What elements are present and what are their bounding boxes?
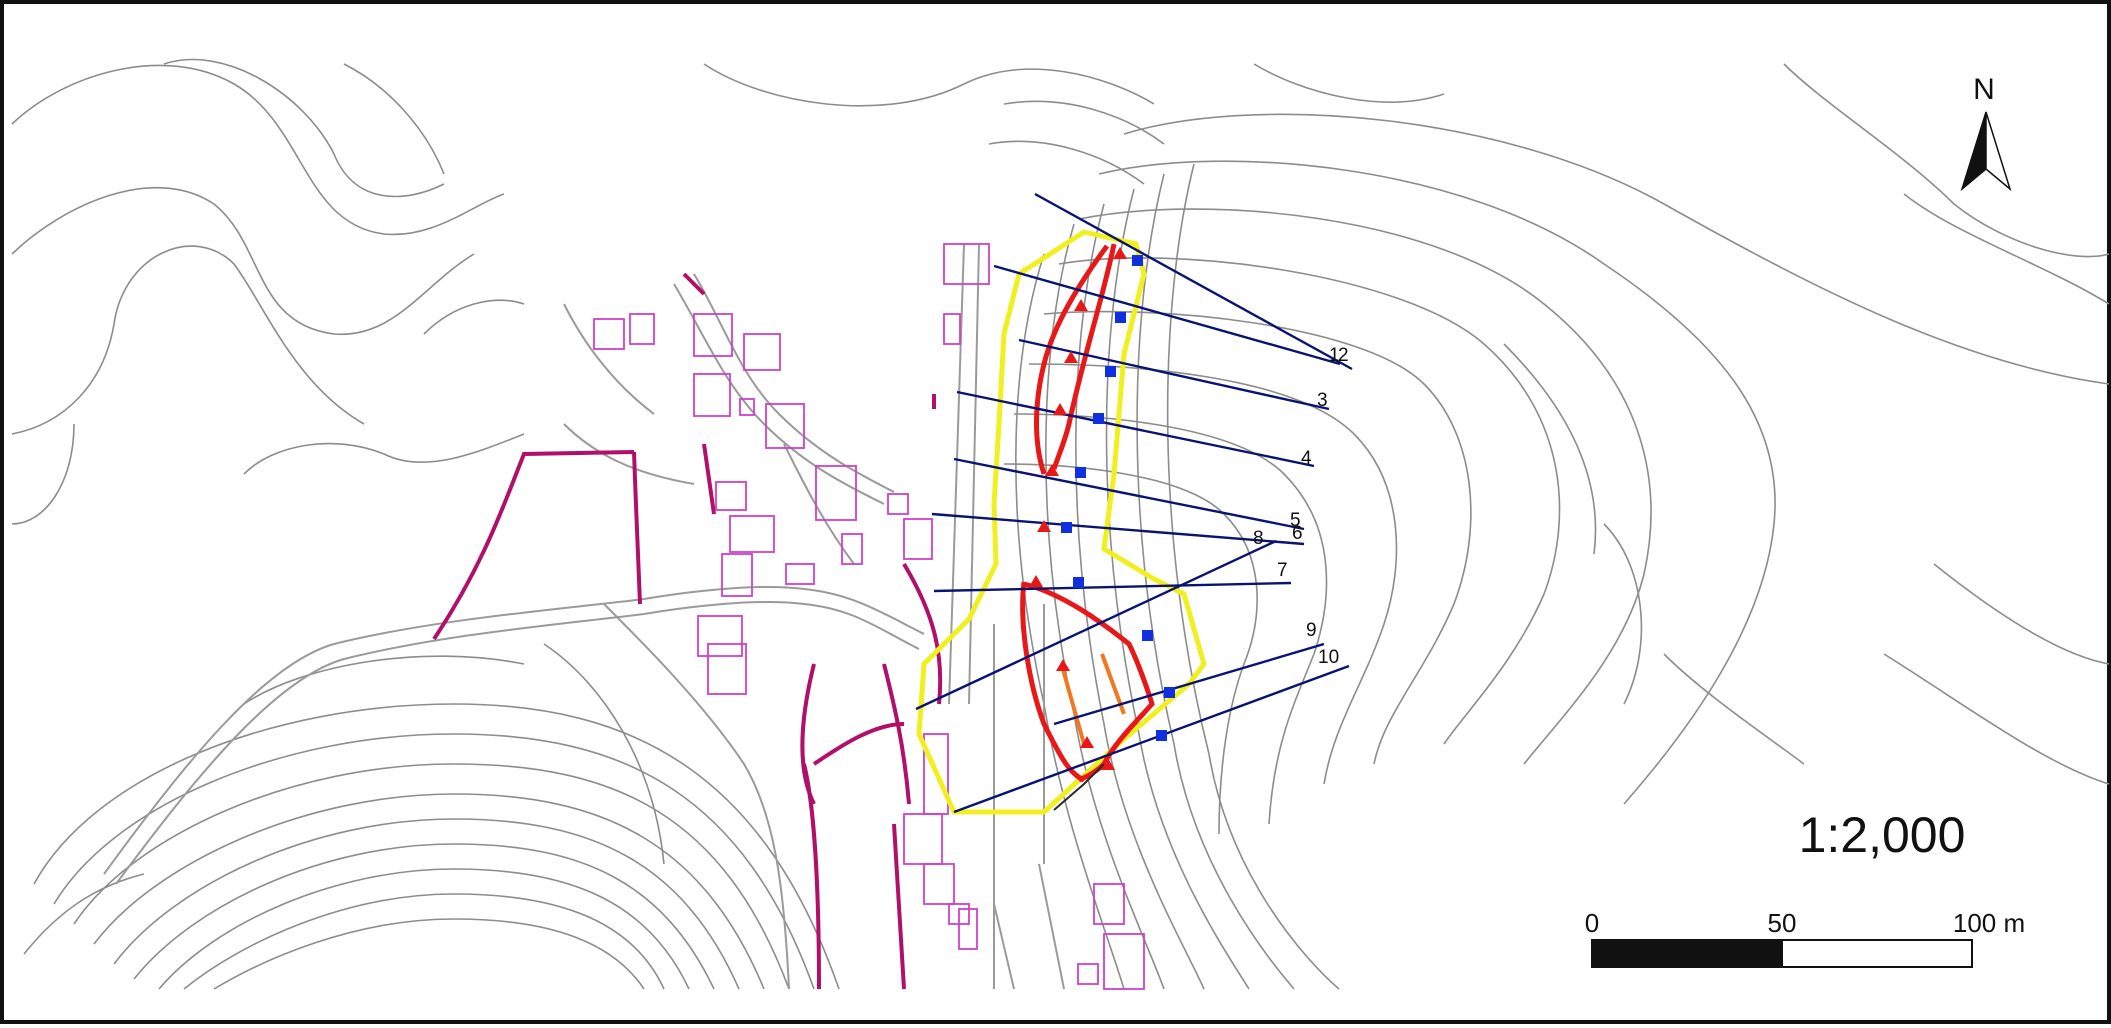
section-line-10 (953, 664, 1350, 814)
section-line-3 (1018, 338, 1330, 411)
blue-square-icon (1132, 255, 1143, 266)
section-label-9: 9 (1306, 620, 1317, 641)
section-label-2: 2 (1338, 345, 1349, 366)
red-triangle-icon (1113, 247, 1127, 259)
section-label-7: 7 (1277, 560, 1288, 581)
red-triangle-icon (1074, 299, 1088, 311)
buildings (593, 243, 1145, 990)
lower-scarp-line (1053, 763, 1105, 811)
section-line-1 (1034, 192, 1353, 371)
section-line-6 (931, 512, 1305, 546)
section-labels: 1 2 3 4 5 6 7 8 9 10 (1253, 345, 1349, 668)
section-label-4: 4 (1301, 448, 1312, 469)
blue-square-icon (1142, 630, 1153, 641)
red-triangle-icon (1029, 575, 1043, 587)
section-label-6: 6 (1292, 523, 1303, 544)
section-line-4 (956, 390, 1315, 468)
blue-square-icon (1073, 577, 1084, 588)
section-line-9 (1053, 642, 1325, 726)
blue-square-icon (1093, 413, 1104, 424)
retaining-walls (432, 272, 943, 990)
north-arrow-icon: N (1960, 73, 2012, 192)
section-label-10: 10 (1318, 647, 1339, 668)
red-triangle-icon (1037, 520, 1051, 532)
section-line-5 (953, 457, 1305, 531)
section-line-2 (993, 264, 1341, 366)
scale-bar: 0 50 100 m (1585, 908, 2025, 968)
section-label-1: 1 (1329, 345, 1340, 366)
section-line-8 (915, 539, 1277, 711)
red-triangle-icon (1080, 736, 1094, 748)
section-label-8: 8 (1253, 528, 1264, 549)
red-triangle-markers (1029, 247, 1127, 770)
road-lines (103, 243, 1065, 990)
contour-lines (11, 58, 2110, 990)
red-triangle-icon (1056, 659, 1070, 671)
topographic-map: 1 2 3 4 5 6 7 8 9 10 N (11, 58, 2110, 990)
north-label: N (1973, 73, 1995, 106)
blue-square-icon (1115, 312, 1126, 323)
red-triangle-icon (1101, 758, 1115, 770)
section-label-3: 3 (1317, 390, 1328, 411)
section-lines (915, 192, 1353, 814)
red-triangle-icon (1064, 351, 1078, 363)
scale-tick-100: 100 m (1953, 908, 2025, 938)
scale-tick-50: 50 (1768, 908, 1797, 938)
scale-ratio: 1:2,000 (1799, 807, 1966, 863)
scale-tick-0: 0 (1585, 908, 1599, 938)
section-label-5: 5 (1290, 510, 1301, 531)
red-triangle-icon (1045, 464, 1059, 476)
blue-square-icon (1164, 687, 1175, 698)
blue-square-markers (1061, 255, 1175, 741)
blue-square-icon (1061, 522, 1072, 533)
blue-square-icon (1156, 730, 1167, 741)
blue-square-icon (1075, 467, 1086, 478)
blue-square-icon (1105, 366, 1116, 377)
section-line-7 (933, 581, 1292, 593)
red-triangle-icon (1053, 403, 1067, 415)
